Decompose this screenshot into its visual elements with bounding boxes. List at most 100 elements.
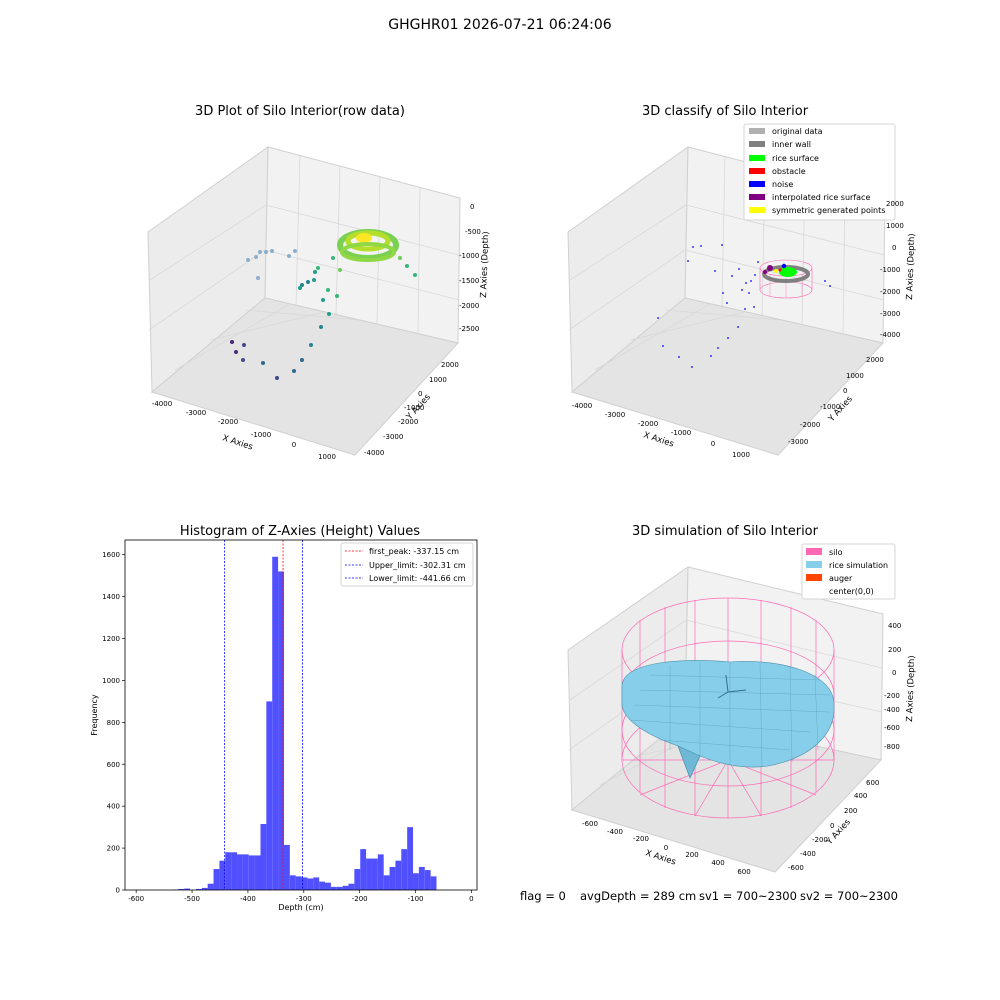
- z-tick: -1000: [880, 266, 900, 274]
- legend-swatch: [749, 155, 765, 161]
- histogram-bar: [242, 854, 249, 890]
- histogram-bar: [184, 888, 191, 890]
- panel2-legend-box: [743, 123, 896, 221]
- panel4-legend-box: [801, 543, 896, 600]
- legend-label: inner wall: [772, 140, 811, 149]
- x-tick: -1000: [671, 429, 691, 437]
- panel4-y-label: Y Axies: [824, 817, 853, 848]
- z-tick: -2000: [880, 288, 900, 296]
- histogram-bar: [401, 849, 408, 890]
- z-tick: -3000: [880, 310, 900, 318]
- x-tick: -200: [633, 835, 649, 843]
- y-tick: 2000: [866, 356, 884, 364]
- x-tick: 1000: [318, 453, 336, 461]
- histogram-bar: [389, 866, 396, 890]
- histogram-legend: first_peak: -337.15 cm Upper_limit: -302…: [340, 542, 474, 587]
- y-tick: 1000: [846, 372, 864, 380]
- histogram-bar: [266, 701, 273, 890]
- x-tick: -3000: [186, 409, 206, 417]
- histogram-bar: [354, 869, 361, 890]
- y-tick-label: 600: [107, 761, 120, 769]
- panel1-z-label: Z Axies (Depth): [479, 231, 491, 298]
- legend-swatch: [806, 574, 822, 581]
- y-tick-label: 1400: [102, 593, 120, 601]
- y-tick: -4000: [364, 449, 384, 457]
- histogram-bar: [254, 855, 261, 890]
- y-tick: 400: [854, 792, 867, 800]
- panel1-gridlines: [148, 154, 460, 371]
- histogram-bar: [195, 888, 202, 890]
- panel2-silo-cylinder: [759, 259, 813, 299]
- histogram-bar: [301, 877, 308, 890]
- y-tick: 600: [866, 779, 879, 787]
- z-tick: 200: [888, 646, 901, 654]
- y-tick-label: 200: [107, 845, 120, 853]
- panel4-y-ticks: -600 -400 -200 0 200 400 600: [788, 779, 879, 872]
- histogram-bar: [395, 860, 402, 890]
- x-tick-label: -300: [296, 895, 312, 903]
- y-tick-label: 400: [107, 803, 120, 811]
- panel1-points: [230, 234, 417, 380]
- y-tick: 0: [843, 387, 847, 395]
- legend-swatch: [749, 128, 765, 134]
- histogram-bar: [272, 556, 279, 890]
- x-tick: -1000: [251, 431, 271, 439]
- y-tick: -2000: [398, 418, 418, 426]
- panel2-y-ticks: -3000 -2000 -1000 0 1000 2000: [788, 356, 884, 446]
- y-tick: -400: [800, 850, 816, 858]
- x-tick: -2000: [638, 420, 658, 428]
- y-tick: 0: [418, 390, 422, 398]
- z-tick: -500: [465, 228, 481, 236]
- legend-swatch: [749, 181, 765, 187]
- y-tick: 0: [830, 822, 834, 830]
- legend-label: rice simulation: [829, 561, 888, 570]
- x-tick-label: 0: [469, 895, 473, 903]
- histogram-y-label: Frequency: [90, 694, 99, 736]
- x-tick: 200: [685, 851, 698, 859]
- histogram-bar: [342, 885, 349, 890]
- z-tick: -800: [884, 743, 900, 751]
- panel4-z-ticks: 400 200 0 -200 -400 -600 -800: [884, 622, 901, 751]
- panel1-y-ticks: -4000 -3000 -2000 -1000 0 1000 2000: [364, 361, 459, 457]
- y-tick-label: 0: [116, 887, 120, 895]
- z-tick: -2000: [459, 302, 479, 310]
- z-tick: -200: [884, 692, 900, 700]
- y-tick-label: 1000: [102, 677, 120, 685]
- histogram-bar: [237, 854, 243, 890]
- y-tick: -2000: [800, 421, 820, 429]
- histogram-bar: [283, 844, 290, 890]
- panel2-x-ticks: -4000 -3000 -2000 -1000 0 1000: [572, 402, 750, 459]
- histogram-reference-lines: [224, 540, 303, 890]
- y-tick: 2000: [441, 361, 459, 369]
- z-tick: -2500: [459, 325, 479, 333]
- legend-swatch: [749, 141, 765, 147]
- legend-label: Lower_limit: -441.66 cm: [369, 574, 466, 583]
- panel4-x-label: X Axies: [644, 848, 677, 867]
- histogram-bar: [219, 860, 226, 890]
- histogram-bar: [413, 873, 419, 890]
- panel1-title: 3D Plot of Silo Interior(row data): [195, 104, 405, 119]
- z-tick: 1000: [886, 222, 904, 230]
- panel2-pane-floor: [570, 297, 884, 456]
- z-tick: -4000: [880, 331, 900, 339]
- histogram-bar: [407, 827, 414, 890]
- y-tick: -1000: [820, 403, 840, 411]
- x-tick-label: -400: [240, 895, 256, 903]
- histogram-bar: [330, 886, 337, 890]
- x-tick: -4000: [572, 402, 592, 410]
- y-tick: 1000: [429, 376, 447, 384]
- panel1-rice-ring: [337, 229, 399, 262]
- x-tick-label: -100: [408, 895, 424, 903]
- legend-swatch: [806, 548, 822, 555]
- histogram-bars: [172, 556, 437, 890]
- histogram-bar: [319, 881, 326, 890]
- x-tick: 600: [737, 868, 750, 876]
- panel2-legend: original data inner wall rice surface ob…: [743, 123, 896, 221]
- y-tick-label: 1600: [102, 551, 120, 559]
- legend-swatch: [749, 168, 765, 174]
- z-tick: -1500: [459, 277, 479, 285]
- y-tick: 200: [844, 807, 857, 815]
- z-tick: -600: [884, 724, 900, 732]
- panel4-z-label: Z Axies (Depth): [905, 655, 917, 722]
- panel1-3d-plot: -4000 -3000 -2000 -1000 0 1000 -4000 -30…: [147, 146, 491, 461]
